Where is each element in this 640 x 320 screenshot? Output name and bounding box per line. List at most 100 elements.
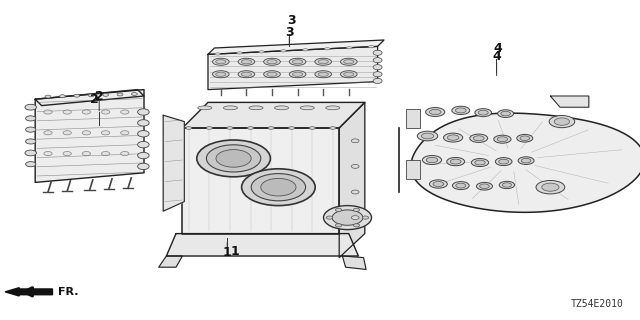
Ellipse shape xyxy=(63,151,72,156)
Ellipse shape xyxy=(138,131,149,137)
Ellipse shape xyxy=(26,127,36,132)
Ellipse shape xyxy=(541,183,559,191)
Text: 3: 3 xyxy=(285,26,294,38)
Ellipse shape xyxy=(83,110,91,114)
Ellipse shape xyxy=(138,152,149,159)
Ellipse shape xyxy=(206,127,212,129)
Ellipse shape xyxy=(324,48,330,50)
Ellipse shape xyxy=(241,72,252,76)
Ellipse shape xyxy=(289,127,295,129)
Ellipse shape xyxy=(353,208,360,212)
Ellipse shape xyxy=(318,72,328,76)
Ellipse shape xyxy=(249,106,263,110)
Ellipse shape xyxy=(44,151,52,156)
Ellipse shape xyxy=(554,118,570,125)
Ellipse shape xyxy=(138,163,149,170)
Ellipse shape xyxy=(373,78,382,84)
Ellipse shape xyxy=(63,110,72,114)
Ellipse shape xyxy=(289,71,306,78)
Ellipse shape xyxy=(456,108,466,113)
Ellipse shape xyxy=(452,106,470,115)
Ellipse shape xyxy=(475,108,492,116)
Ellipse shape xyxy=(373,72,382,77)
Ellipse shape xyxy=(499,159,509,164)
Text: 1: 1 xyxy=(230,245,239,258)
Polygon shape xyxy=(208,46,378,90)
Ellipse shape xyxy=(324,205,372,230)
Ellipse shape xyxy=(25,104,36,110)
Ellipse shape xyxy=(241,60,252,64)
Ellipse shape xyxy=(344,60,354,64)
Ellipse shape xyxy=(422,156,442,164)
Ellipse shape xyxy=(83,131,91,135)
Ellipse shape xyxy=(447,157,465,166)
Ellipse shape xyxy=(346,47,352,49)
Ellipse shape xyxy=(216,149,251,167)
FancyArrow shape xyxy=(5,288,52,296)
Ellipse shape xyxy=(330,127,336,129)
Ellipse shape xyxy=(206,145,261,172)
Ellipse shape xyxy=(212,58,229,65)
Ellipse shape xyxy=(351,139,359,143)
Ellipse shape xyxy=(117,93,123,96)
Ellipse shape xyxy=(351,190,359,194)
Ellipse shape xyxy=(502,183,511,187)
Ellipse shape xyxy=(332,210,363,225)
Ellipse shape xyxy=(303,49,308,51)
Bar xyxy=(406,160,420,179)
Text: FR.: FR. xyxy=(58,287,78,297)
Ellipse shape xyxy=(417,131,438,141)
Ellipse shape xyxy=(63,131,72,135)
Ellipse shape xyxy=(315,71,332,78)
Ellipse shape xyxy=(326,216,333,219)
Ellipse shape xyxy=(344,72,354,76)
Ellipse shape xyxy=(132,92,138,95)
Ellipse shape xyxy=(138,141,149,148)
Ellipse shape xyxy=(289,58,306,65)
Ellipse shape xyxy=(521,158,531,163)
Text: 1: 1 xyxy=(223,246,232,259)
Ellipse shape xyxy=(373,58,382,63)
Ellipse shape xyxy=(429,180,447,188)
Polygon shape xyxy=(342,256,366,269)
Text: 2: 2 xyxy=(95,90,104,102)
Polygon shape xyxy=(411,113,640,212)
Ellipse shape xyxy=(259,51,264,53)
Ellipse shape xyxy=(480,184,490,188)
Ellipse shape xyxy=(517,134,532,142)
Ellipse shape xyxy=(186,127,192,129)
Ellipse shape xyxy=(280,50,286,52)
Ellipse shape xyxy=(373,50,382,55)
Ellipse shape xyxy=(264,71,280,78)
Ellipse shape xyxy=(497,137,508,141)
Text: 4: 4 xyxy=(493,42,502,54)
Ellipse shape xyxy=(216,60,226,64)
Ellipse shape xyxy=(536,180,564,194)
Text: 4: 4 xyxy=(492,51,501,63)
Ellipse shape xyxy=(251,173,306,201)
Ellipse shape xyxy=(198,106,212,110)
Polygon shape xyxy=(35,90,144,182)
Ellipse shape xyxy=(197,140,270,177)
Ellipse shape xyxy=(520,136,529,140)
Ellipse shape xyxy=(494,135,511,143)
Ellipse shape xyxy=(138,120,149,126)
Ellipse shape xyxy=(318,60,328,64)
Ellipse shape xyxy=(426,157,438,163)
Text: 2: 2 xyxy=(90,93,99,106)
Ellipse shape xyxy=(495,157,512,166)
Ellipse shape xyxy=(444,133,463,142)
Ellipse shape xyxy=(212,71,229,78)
Ellipse shape xyxy=(452,181,469,189)
Ellipse shape xyxy=(351,164,359,168)
Ellipse shape xyxy=(238,71,255,78)
Ellipse shape xyxy=(335,224,342,227)
Ellipse shape xyxy=(261,179,296,196)
Ellipse shape xyxy=(456,183,466,188)
Polygon shape xyxy=(35,90,144,106)
Ellipse shape xyxy=(476,182,493,190)
Ellipse shape xyxy=(471,158,489,166)
Ellipse shape xyxy=(101,110,110,114)
Ellipse shape xyxy=(340,58,357,65)
Ellipse shape xyxy=(26,116,36,121)
